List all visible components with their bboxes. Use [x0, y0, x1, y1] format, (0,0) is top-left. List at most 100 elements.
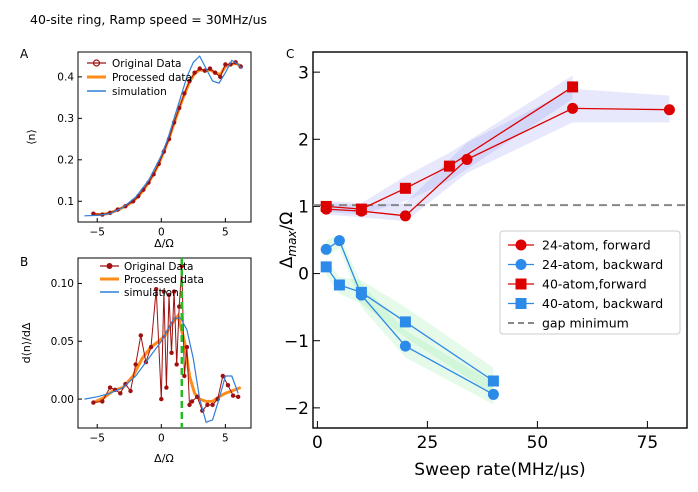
data-point-square — [355, 286, 367, 298]
legend-label: 24-atom, backward — [542, 257, 663, 272]
data-point-original — [210, 402, 215, 408]
legend-b-simulation-label: simulation — [124, 287, 179, 299]
y-tick-label: 0.00 — [51, 394, 74, 406]
legend-label: 24-atom, forward — [542, 238, 651, 253]
uncertainty-band — [326, 88, 670, 222]
y-tick-label: −1 — [284, 332, 309, 352]
data-point-original — [174, 362, 179, 367]
data-point-original — [169, 350, 174, 356]
panel-a-xlabel: Δ/Ω — [154, 237, 174, 250]
x-tick-label: 0 — [158, 227, 165, 239]
y-tick-label: −2 — [284, 399, 309, 419]
data-point-original — [182, 373, 187, 379]
x-tick-label: −5 — [89, 433, 104, 445]
data-point-square — [333, 279, 345, 291]
legend-a-processed-label: Processed data — [112, 72, 192, 84]
data-point-square — [487, 375, 499, 387]
panel-a-frame — [77, 51, 252, 223]
data-point-circle — [461, 153, 473, 165]
data-point-square — [320, 200, 332, 212]
data-point-circle — [399, 340, 411, 352]
data-point-square — [399, 182, 411, 194]
data-point-square — [443, 160, 455, 172]
data-point-original — [159, 396, 164, 402]
data-point-original — [107, 385, 113, 390]
panel-c-xlabel: Sweep rate(MHz/μs) — [414, 460, 585, 480]
data-point-original — [212, 70, 218, 75]
data-point-original — [177, 304, 182, 309]
legend-label: 40-atom,forward — [542, 277, 647, 292]
data-point-circle — [567, 102, 579, 114]
panel-label-a: A — [20, 47, 29, 61]
legend-b-original-marker — [106, 263, 113, 269]
data-point-original — [182, 91, 187, 96]
data-point-original — [230, 393, 236, 398]
y-tick-label: 0.10 — [51, 278, 74, 290]
data-point-original — [184, 344, 190, 350]
panel-b-ylabel: d⟨n⟩/dΔ — [20, 322, 33, 363]
x-tick-label: 5 — [222, 433, 229, 445]
legend-label: 40-atom, backward — [542, 296, 663, 311]
y-tick-label: 0.4 — [57, 72, 74, 84]
panel-label-b: B — [20, 255, 28, 269]
data-point-original — [91, 211, 96, 216]
data-point-original — [133, 362, 138, 367]
y-tick-label: 0.3 — [57, 113, 74, 125]
panel-a-ylabel: ⟨n⟩ — [25, 129, 38, 145]
data-point-circle — [487, 388, 499, 400]
x-tick-label: 50 — [527, 433, 549, 453]
legend-a-simulation-label: simulation — [112, 86, 167, 98]
data-point-square — [355, 203, 367, 215]
panel-c-legend-box — [499, 230, 681, 335]
x-tick-label: −5 — [89, 227, 104, 239]
data-point-original — [166, 292, 172, 298]
panel-c: 0 25 50 75 −2 −1 0 1 2 3 Sweep rate(MHz/μs) Δmax/… — [277, 51, 688, 480]
data-point-circle — [333, 235, 345, 247]
panel-b-legend: Original Data Processed data simulation — [100, 261, 204, 299]
legend-swatch-marker — [515, 298, 527, 309]
panel-c-legend: 24-atom, forward 24-atom, backward 40-atom… — [499, 230, 681, 335]
page-title: 40-site ring, Ramp speed = 30MHz/us — [30, 12, 267, 27]
panel-c-frame — [312, 51, 688, 429]
legend-swatch-marker — [515, 278, 527, 290]
data-point-original — [220, 373, 226, 379]
data-point-original — [187, 78, 192, 84]
data-point-square — [320, 261, 332, 273]
data-point-original — [194, 394, 200, 399]
data-point-original — [161, 289, 167, 294]
series-line — [326, 107, 670, 217]
x-tick-label: 0 — [312, 433, 323, 453]
panel-b-frame — [77, 257, 252, 429]
data-point-original — [192, 70, 197, 75]
x-tick-label: 75 — [637, 433, 659, 453]
series-simulation-line — [84, 55, 243, 217]
data-point-square — [399, 316, 411, 328]
data-point-original — [123, 381, 128, 387]
panel-b-xlabel: Δ/Ω — [154, 452, 174, 465]
y-tick-label: 0 — [298, 265, 309, 285]
x-tick-label: 25 — [417, 433, 439, 453]
data-point-original — [225, 383, 231, 388]
data-point-original — [100, 399, 105, 404]
legend-swatch-marker — [515, 239, 527, 251]
legend-b-original-label: Original Data — [124, 261, 194, 273]
series-original-line — [93, 266, 239, 412]
data-point-original — [153, 287, 159, 292]
series-simulation-line — [84, 317, 239, 423]
x-tick-label: 0 — [158, 433, 165, 445]
data-point-original — [118, 391, 123, 396]
panel-label-c: C — [286, 47, 294, 61]
data-point-original — [164, 385, 169, 390]
data-point-original — [91, 400, 96, 405]
data-point-original — [187, 402, 192, 408]
legend-label: gap minimum — [542, 316, 629, 331]
y-tick-label: 2 — [298, 130, 309, 150]
x-tick-label: 5 — [222, 227, 229, 239]
data-point-original — [197, 66, 202, 71]
data-point-original — [205, 402, 210, 408]
y-tick-label: 0.2 — [57, 155, 74, 167]
legend-swatch-marker — [515, 259, 527, 270]
data-point-original — [223, 62, 228, 67]
data-point-original — [148, 344, 154, 350]
